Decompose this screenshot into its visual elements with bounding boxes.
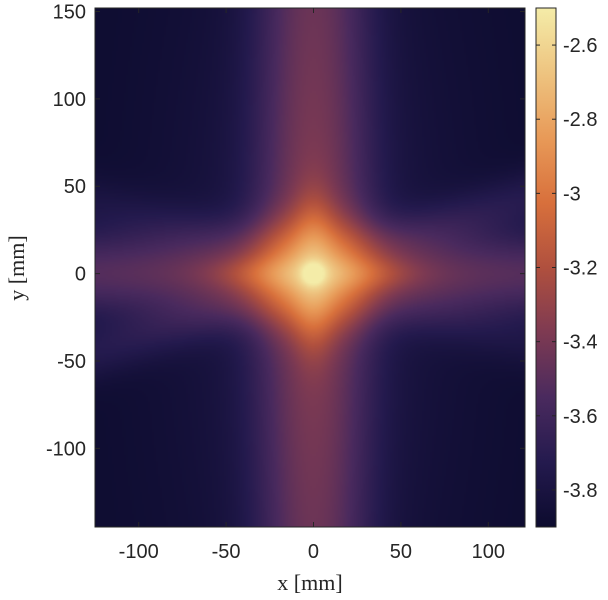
colorbar: -3.8 -3.6 -3.4 -3.2 -3 -2.8 -2.6 bbox=[535, 7, 597, 528]
y-tick-label: 100 bbox=[53, 89, 86, 111]
colorbar-tick-label: -3 bbox=[563, 183, 581, 205]
y-axis-title: y [mm] bbox=[4, 235, 29, 300]
colorbar-tick-label: -2.8 bbox=[563, 109, 597, 131]
plot-area: -100 -50 0 50 100 -100 -50 0 50 100 150 bbox=[46, 1, 526, 563]
x-tick-label: -100 bbox=[119, 541, 159, 563]
x-axis-title: x [mm] bbox=[277, 570, 342, 595]
x-tick-label: -50 bbox=[212, 541, 241, 563]
y-tick-label: -100 bbox=[46, 438, 86, 460]
colorbar-tick-label: -2.6 bbox=[563, 35, 597, 57]
y-tick-label: 150 bbox=[53, 1, 86, 23]
colorbar-ticks: -3.8 -3.6 -3.4 -3.2 -3 -2.8 -2.6 bbox=[536, 35, 597, 502]
colorbar-tick-label: -3.2 bbox=[563, 258, 597, 280]
colorbar-tick-label: -3.6 bbox=[563, 406, 597, 428]
y-axis-ticks: -100 -50 0 50 100 150 bbox=[46, 1, 525, 460]
plot-frame bbox=[94, 7, 526, 528]
colorbar-tick-label: -3.8 bbox=[563, 480, 597, 502]
x-axis-ticks: -100 -50 0 50 100 bbox=[119, 8, 505, 563]
colorbar-gradient bbox=[536, 8, 556, 527]
y-tick-label: -50 bbox=[57, 351, 86, 373]
colorbar-tick-label: -3.4 bbox=[563, 332, 597, 354]
x-tick-label: 50 bbox=[390, 541, 412, 563]
y-tick-label: 0 bbox=[75, 264, 86, 286]
x-tick-label: 100 bbox=[472, 541, 505, 563]
x-tick-label: 0 bbox=[308, 541, 319, 563]
y-tick-label: 50 bbox=[64, 176, 86, 198]
heatmap-image bbox=[95, 8, 525, 527]
